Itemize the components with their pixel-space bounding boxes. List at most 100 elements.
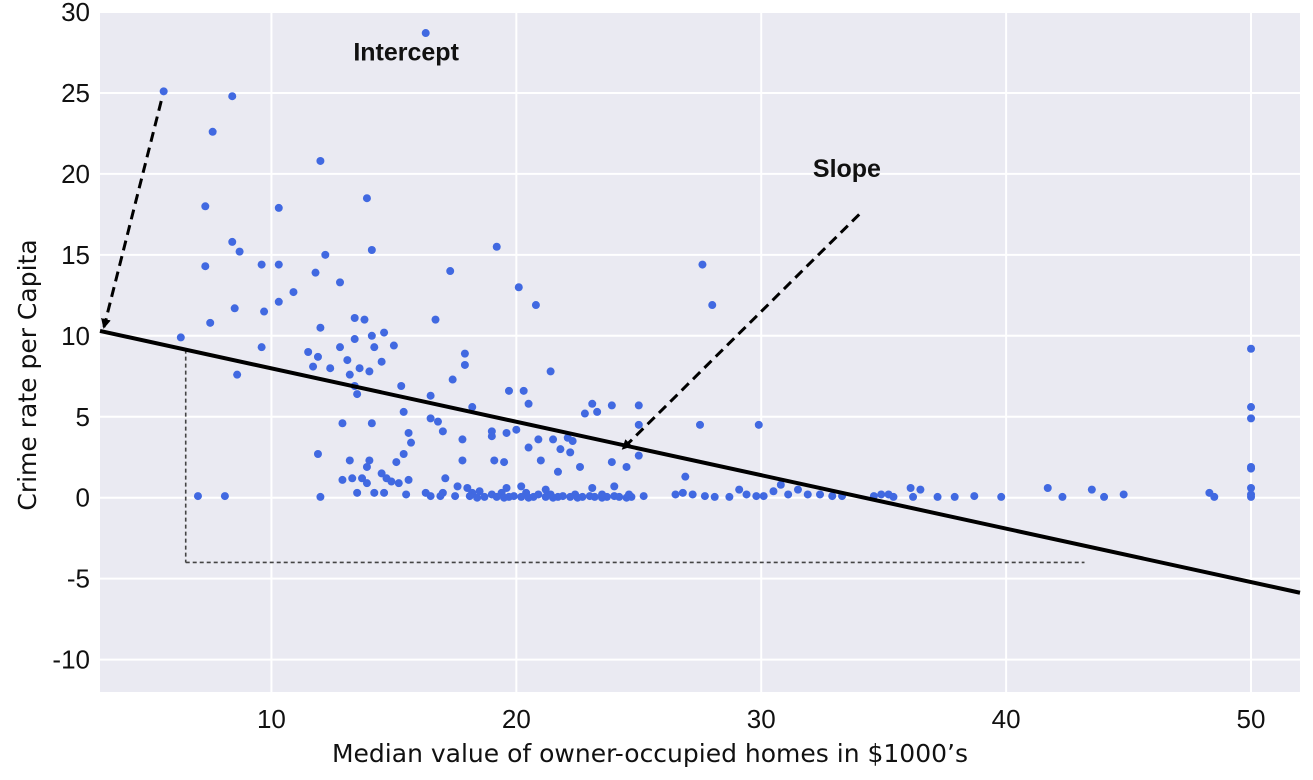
data-point (1043, 484, 1052, 492)
data-point (274, 297, 283, 306)
data-point (389, 341, 398, 350)
data-point (678, 488, 687, 497)
data-point (688, 490, 697, 499)
data-point (519, 386, 528, 395)
data-point (338, 419, 347, 428)
data-point (502, 428, 511, 437)
data-point (759, 492, 768, 501)
data-point (549, 435, 558, 444)
data-point (710, 492, 719, 501)
data-point (193, 492, 202, 501)
data-point (700, 492, 709, 501)
x-tick-label: 20 (502, 704, 531, 734)
data-point (1100, 492, 1109, 501)
data-points (159, 29, 1256, 502)
plot-background (100, 12, 1300, 692)
data-point (1247, 492, 1256, 501)
data-point (370, 343, 379, 352)
data-point (473, 493, 482, 502)
data-point (546, 367, 555, 376)
data-point (460, 360, 469, 369)
data-point (769, 487, 778, 496)
data-point (348, 474, 357, 483)
y-tick-label: 15 (61, 240, 90, 270)
data-point (228, 92, 237, 101)
data-point (502, 484, 511, 492)
data-point (725, 492, 734, 501)
data-point (159, 87, 168, 96)
data-point (233, 370, 242, 379)
y-axis-title: Crime rate per Capita (13, 239, 42, 510)
x-tick-label: 50 (1237, 704, 1266, 734)
data-point (742, 490, 751, 499)
data-point (433, 417, 442, 426)
data-point (402, 490, 411, 499)
data-point (541, 492, 550, 501)
data-point (598, 493, 607, 502)
x-tick-label: 10 (257, 704, 286, 734)
data-point (634, 401, 643, 410)
annotation-arrow (101, 100, 163, 329)
data-point (367, 419, 376, 428)
data-point (916, 485, 925, 494)
data-point (490, 456, 499, 465)
data-point (353, 390, 362, 399)
data-point (316, 492, 325, 501)
data-point (1247, 403, 1256, 412)
data-point (517, 482, 526, 491)
data-point (1247, 414, 1256, 423)
data-point (803, 490, 812, 499)
data-point (492, 242, 501, 251)
data-point (514, 283, 523, 292)
x-axis-title: Median value of owner-occupied homes in … (332, 739, 968, 768)
data-point (610, 482, 619, 491)
data-point (970, 492, 979, 501)
data-point (776, 480, 785, 489)
data-point (316, 156, 325, 165)
data-point (475, 487, 484, 496)
data-point (549, 493, 558, 502)
data-point (201, 202, 210, 211)
data-point (1210, 492, 1219, 501)
data-point (556, 445, 565, 454)
data-point (208, 127, 217, 136)
data-point (343, 356, 352, 365)
data-point (828, 492, 837, 501)
data-point (487, 432, 496, 441)
data-point (1247, 464, 1256, 473)
data-point (568, 437, 577, 446)
data-point (639, 492, 648, 501)
data-point (468, 403, 477, 412)
data-point (399, 407, 408, 416)
data-point (1087, 485, 1096, 494)
y-tick-label: 10 (61, 321, 90, 351)
y-tick-label: -10 (52, 645, 90, 675)
data-point (431, 315, 440, 324)
data-point (362, 194, 371, 203)
data-point (350, 335, 359, 344)
annotations: Intercept Slope (101, 39, 881, 450)
data-point (304, 348, 313, 356)
data-point (634, 451, 643, 460)
data-point (1247, 484, 1256, 492)
data-point (336, 278, 344, 287)
data-point (345, 370, 354, 379)
data-point (399, 450, 408, 458)
data-point (260, 307, 269, 316)
y-tick-label: 5 (76, 402, 90, 432)
data-point (257, 260, 266, 269)
data-point (877, 490, 886, 499)
data-point (698, 260, 707, 269)
data-point (274, 260, 283, 269)
data-point (541, 485, 550, 494)
data-point (326, 364, 335, 373)
data-point (350, 314, 359, 322)
data-point (933, 492, 942, 501)
data-point (590, 492, 599, 501)
x-tick-label: 30 (747, 704, 776, 734)
data-point (274, 203, 283, 212)
data-point (380, 328, 389, 337)
regression-line (99, 328, 1301, 595)
data-point (524, 443, 533, 452)
